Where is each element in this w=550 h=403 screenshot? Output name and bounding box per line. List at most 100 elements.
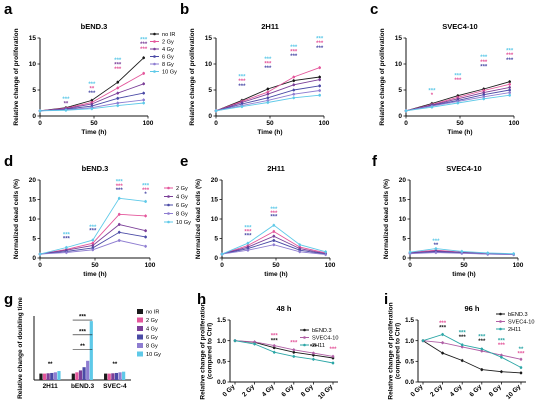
y-tick-label: 0 <box>214 255 218 262</box>
legend-label: 2 Gy <box>176 186 188 192</box>
legend-label: SVEC4-10 <box>508 320 534 326</box>
legend-label: 4 Gy <box>176 195 188 201</box>
x-tick-label: 2 Gy <box>429 383 444 398</box>
panel-g: g Relative change of doubling time 2H11 bEN… <box>4 291 161 399</box>
data-point <box>482 93 486 96</box>
data-point <box>460 252 464 255</box>
data-point <box>508 82 511 86</box>
data-point <box>233 339 237 342</box>
data-point <box>117 213 121 216</box>
data-point <box>220 252 224 256</box>
x-axis-label: time (h) <box>452 271 475 278</box>
legend-marker <box>499 320 502 323</box>
data-point <box>246 241 250 245</box>
data-point <box>64 108 68 112</box>
legend-marker <box>303 343 306 347</box>
y-tick-label: 5 <box>214 236 218 243</box>
x-tick-label: 50 <box>460 262 468 269</box>
x-tick-label: 4 Gy <box>449 383 464 398</box>
x-tick-label: 4 Gy <box>261 383 276 398</box>
x-tick-label: 0 <box>214 120 218 127</box>
y-tick-label: 10 <box>29 61 37 68</box>
significance-label: ** <box>434 243 439 249</box>
panel-letter: c <box>370 1 378 18</box>
bar <box>53 372 57 380</box>
bar <box>89 321 93 380</box>
significance-label: *** <box>244 233 252 239</box>
data-point <box>90 99 94 102</box>
panel-a: a bEND.3 0 5 10 15 0 50 100 Time (h) Relative chan… <box>4 1 177 136</box>
significance-label: *** <box>116 184 124 190</box>
significance-label: *** <box>290 45 298 51</box>
data-point <box>441 341 444 345</box>
significance-label: *** <box>498 343 506 349</box>
y-tick-label: 5 <box>32 87 36 94</box>
x-tick-label: 100 <box>145 262 156 269</box>
legend-marker <box>153 62 156 66</box>
data-point <box>142 72 145 75</box>
data-point <box>512 252 515 256</box>
legend-label: 4 Gy <box>162 47 174 53</box>
data-point <box>246 248 250 252</box>
data-point <box>91 241 95 245</box>
data-point <box>500 370 503 373</box>
significance-label: *** <box>140 47 148 53</box>
data-point <box>318 78 321 81</box>
significance-label: *** <box>88 82 96 88</box>
significance-label: *** <box>79 329 87 335</box>
data-point <box>116 86 120 90</box>
data-point <box>116 97 120 100</box>
panel-c: c SVEC4-10 0 5 10 15 0 50 100 Time (h) Relative ch… <box>370 1 520 136</box>
data-point <box>430 105 434 109</box>
data-point <box>508 93 511 97</box>
panel-letter: a <box>4 1 13 18</box>
significance-label: *** <box>498 339 506 345</box>
bar <box>107 373 111 380</box>
bar <box>114 372 119 380</box>
data-point <box>90 102 94 106</box>
significance-label: *** <box>62 97 70 103</box>
chart-title: 2H11 <box>267 164 285 173</box>
data-point <box>253 340 256 344</box>
data-point <box>408 250 412 254</box>
x-tick-label: 0 <box>220 262 224 269</box>
significance-label: *** <box>79 315 87 321</box>
y-tick-label: 5 <box>32 236 36 243</box>
y-tick-label: 5 <box>398 87 402 94</box>
chart-title: bEND.3 <box>82 164 109 173</box>
significance-label: *** <box>290 50 298 56</box>
data-point <box>460 250 464 253</box>
x-tick-label: 50 <box>272 262 280 269</box>
significance-label: *** <box>478 339 486 345</box>
data-point <box>292 88 296 92</box>
data-point <box>214 109 218 113</box>
legend-label: 10 Gy <box>162 70 177 76</box>
bar <box>104 373 108 380</box>
significance-label: *** <box>63 237 71 243</box>
panel-f: f SVEC4-10 0 5 10 15 20 0 50 100 time (h) Normalize… <box>372 153 524 278</box>
chart-title: 48 h <box>276 304 291 313</box>
data-point <box>38 252 42 256</box>
x-tick-label: 100 <box>509 120 520 127</box>
panel-letter: e <box>180 153 188 170</box>
legend-marker <box>167 186 170 190</box>
bar <box>50 372 54 380</box>
x-tick-label: 2 Gy <box>241 383 256 398</box>
data-point <box>266 99 270 102</box>
x-axis-label: time (h) <box>264 271 287 278</box>
legend-marker <box>153 47 156 51</box>
significance-label: *** <box>271 338 279 344</box>
x-tick-label: 100 <box>325 262 336 269</box>
significance-label: *** <box>480 65 488 71</box>
significance-label: *** <box>116 188 124 194</box>
data-point <box>272 234 276 238</box>
data-point <box>272 346 276 349</box>
significance-label: *** <box>140 42 148 48</box>
data-point <box>144 200 147 203</box>
data-point <box>292 350 296 354</box>
bar <box>75 372 79 380</box>
series-line <box>234 340 334 357</box>
significance-label: *** <box>478 335 486 341</box>
data-point <box>434 247 438 250</box>
